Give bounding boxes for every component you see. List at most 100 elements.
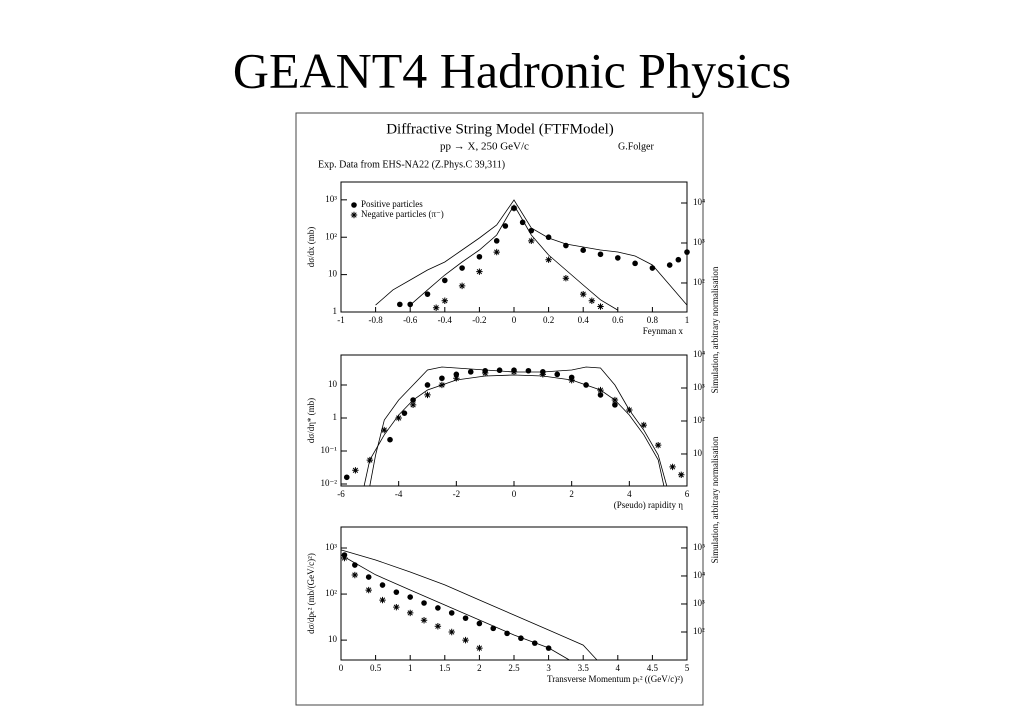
y-tick-label: 10² — [325, 231, 337, 241]
y-tick-label: 10 — [328, 634, 338, 644]
data-point — [504, 630, 510, 637]
x-tick-label: -4 — [395, 489, 403, 499]
data-point — [424, 382, 431, 388]
y2-axis-label: Simulation, arbitrary normalisation — [710, 436, 720, 563]
x-tick-label: 3 — [546, 663, 551, 673]
x-tick-label: 1 — [408, 663, 413, 673]
y2-axis-label: Simulation, arbitrary normalisation — [710, 266, 720, 393]
data-point — [612, 402, 618, 408]
figure-note: Exp. Data from EHS-NA22 (Z.Phys.C 39,311… — [318, 159, 505, 170]
data-point — [432, 304, 440, 311]
data-point — [493, 248, 500, 256]
data-point — [502, 223, 509, 229]
data-point — [640, 421, 647, 429]
data-point — [580, 290, 587, 298]
x-tick-label: 0.8 — [647, 315, 659, 325]
x-tick-label: -0.2 — [472, 315, 486, 325]
data-point — [462, 615, 469, 621]
data-point — [341, 554, 348, 562]
data-point — [684, 249, 690, 255]
y-tick-label: 10 — [328, 379, 338, 389]
y2-tick-label: 10³ — [693, 382, 705, 392]
y-axis-label: dσ/dη* (mb) — [306, 398, 316, 443]
simulation-line — [375, 199, 688, 306]
x-tick-label: 4 — [616, 663, 621, 673]
x-tick-label: -6 — [337, 489, 345, 499]
x-axis-label: Feynman x — [643, 326, 684, 336]
x-tick-label: 0.4 — [578, 315, 590, 325]
y2-tick-label: 10⁵ — [693, 542, 705, 552]
data-point — [434, 623, 442, 630]
data-point — [379, 582, 386, 588]
legend-label: Positive particles — [361, 199, 423, 209]
x-tick-label: 6 — [685, 489, 690, 499]
data-point — [519, 219, 526, 226]
simulation-line — [340, 554, 570, 661]
y-tick-label: 10 — [328, 269, 338, 279]
x-tick-label: 0.2 — [543, 315, 554, 325]
y-tick-label: 10⁻² — [321, 478, 338, 488]
y2-tick-label: 10⁴ — [693, 197, 705, 207]
x-tick-label: 2 — [569, 489, 574, 499]
data-point — [476, 268, 483, 275]
legend-marker — [350, 211, 358, 219]
y-tick-label: 10³ — [325, 194, 337, 204]
data-point — [481, 369, 489, 377]
data-point — [395, 414, 402, 422]
data-point — [459, 265, 465, 271]
slide-title: GEANT4 Hadronic Physics — [233, 42, 791, 98]
data-point — [539, 371, 547, 378]
data-point — [493, 238, 500, 244]
data-point — [476, 620, 483, 627]
data-point — [424, 391, 431, 399]
x-tick-label: -1 — [337, 315, 345, 325]
data-point — [407, 301, 414, 308]
data-point — [393, 589, 400, 595]
data-point — [435, 605, 441, 611]
x-tick-label: 0 — [512, 315, 517, 325]
y2-tick-label: 10 — [693, 448, 703, 458]
y-tick-label: 1 — [333, 412, 338, 422]
data-point — [462, 636, 469, 644]
data-point — [424, 291, 431, 297]
x-tick-label: 2.5 — [508, 663, 520, 673]
data-point — [379, 596, 386, 604]
x-tick-label: 3.5 — [578, 663, 590, 673]
data-point — [453, 371, 460, 378]
data-point — [597, 303, 604, 310]
figure-title: Diffractive String Model (FTFModel) — [386, 121, 614, 137]
y2-tick-label: 10² — [693, 277, 705, 287]
legend-marker — [351, 202, 357, 208]
x-tick-label: 0.5 — [370, 663, 382, 673]
data-point — [381, 426, 388, 434]
y-tick-label: 10³ — [325, 542, 337, 552]
data-point — [352, 467, 359, 474]
data-point — [397, 301, 403, 308]
data-point — [420, 617, 428, 624]
y-axis-label: dσ/dpₜ² (mb/(GeV/c)²) — [306, 553, 316, 634]
data-point — [351, 571, 359, 579]
data-point — [421, 600, 427, 606]
data-point — [365, 586, 372, 594]
y-tick-label: 1 — [333, 306, 338, 316]
data-point — [442, 277, 448, 284]
simulation-line — [369, 366, 668, 487]
data-point — [545, 256, 552, 263]
data-point — [588, 297, 596, 304]
x-tick-label: 0 — [339, 663, 344, 673]
x-tick-label: -0.4 — [438, 315, 453, 325]
data-point — [467, 369, 474, 375]
x-tick-label: -2 — [453, 489, 461, 499]
data-point — [562, 275, 570, 282]
data-point — [678, 471, 685, 479]
x-tick-label: 0 — [512, 489, 517, 499]
data-point — [401, 410, 408, 416]
data-point — [496, 367, 503, 374]
data-point — [580, 247, 586, 253]
data-point — [407, 594, 414, 600]
data-point — [458, 282, 466, 290]
data-point — [387, 436, 393, 443]
